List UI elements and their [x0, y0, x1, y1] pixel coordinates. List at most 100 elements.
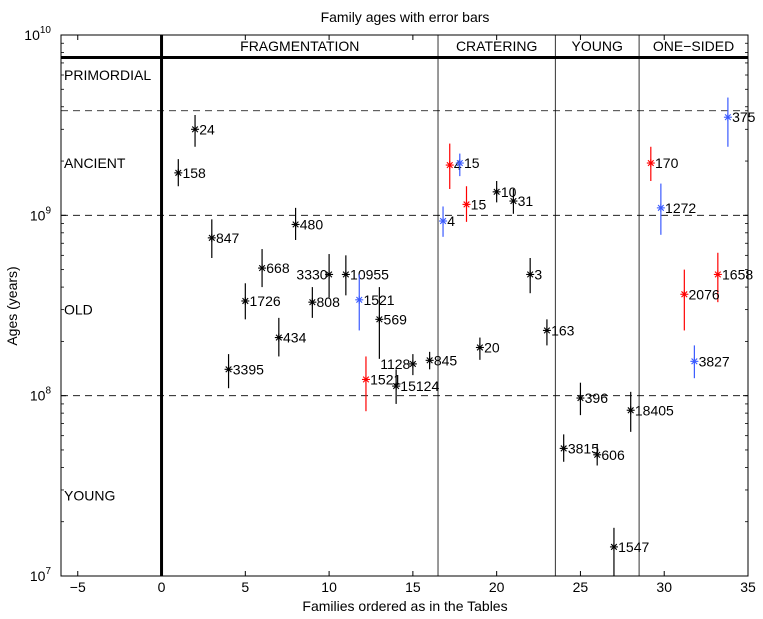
asterisk-marker — [656, 203, 665, 212]
data-point: 10955 — [341, 255, 389, 296]
data-label: 1128 — [380, 356, 410, 372]
data-label: 606 — [601, 447, 625, 463]
data-point: 10 — [492, 181, 517, 203]
data-label: 1658 — [722, 266, 753, 282]
data-point: 31 — [509, 188, 534, 214]
data-label: 15 — [471, 196, 487, 212]
x-tick-label: −5 — [70, 579, 86, 595]
data-point: 606 — [593, 443, 625, 466]
asterisk-marker — [713, 270, 722, 279]
age-class-label: OLD — [64, 302, 93, 318]
asterisk-marker — [361, 375, 370, 384]
asterisk-marker — [626, 406, 635, 415]
data-label: 24 — [199, 121, 215, 137]
asterisk-marker — [680, 290, 689, 299]
asterisk-marker — [408, 359, 417, 368]
data-point: 1658 — [713, 252, 753, 303]
asterisk-marker — [224, 365, 233, 374]
category-label: YOUNG — [572, 38, 623, 54]
y-axis-label: Ages (years) — [4, 266, 20, 345]
asterisk-marker — [191, 125, 200, 134]
y-tick-label: 107 — [30, 566, 52, 584]
data-point: 1547 — [609, 527, 649, 576]
data-label: 1272 — [665, 200, 696, 216]
asterisk-marker — [258, 264, 267, 273]
data-label: 31 — [518, 193, 534, 209]
age-class-labels: PRIMORDIAL ANCIENT OLD YOUNG — [64, 67, 151, 503]
data-point: 480 — [291, 207, 323, 240]
data-label: 10955 — [350, 266, 389, 282]
x-tick-label: 15 — [405, 579, 421, 595]
data-point: 1726 — [241, 283, 281, 320]
asterisk-marker — [455, 159, 464, 168]
data-point: 2076 — [680, 269, 720, 331]
x-tick-label: 35 — [740, 579, 756, 595]
x-tick-label: 20 — [489, 579, 505, 595]
data-point: 163 — [542, 319, 575, 346]
x-axis-label: Families ordered as in the Tables — [302, 598, 507, 614]
category-labels: FRAGMENTATION CRATERING YOUNG ONE−SIDED — [240, 38, 734, 54]
category-label: FRAGMENTATION — [240, 38, 359, 54]
plot-frame — [60, 34, 749, 577]
asterisk-marker — [445, 161, 454, 170]
data-point: 24 — [191, 115, 215, 147]
asterisk-marker — [646, 159, 655, 168]
data-label: 375 — [732, 109, 756, 125]
data-label: 163 — [551, 322, 575, 338]
asterisk-marker — [593, 450, 602, 459]
data-label: 569 — [384, 311, 408, 327]
data-label: 158 — [182, 165, 206, 181]
data-point: 1128 — [380, 354, 417, 376]
asterisk-marker — [492, 187, 501, 196]
reference-lines — [61, 56, 748, 397]
asterisk-marker — [291, 220, 300, 229]
asterisk-marker — [241, 296, 250, 305]
category-label: CRATERING — [456, 38, 537, 54]
asterisk-marker — [475, 343, 484, 352]
data-label: 10 — [501, 184, 517, 200]
data-label: 845 — [434, 352, 458, 368]
data-point: 3395 — [224, 354, 264, 389]
data-point: 15 — [455, 153, 480, 177]
data-point: 15124 — [392, 369, 439, 404]
data-point: 18405 — [626, 391, 674, 432]
data-point: 4 — [439, 206, 455, 237]
data-label: 4 — [447, 213, 455, 229]
asterisk-marker — [341, 270, 350, 279]
data-label: 18405 — [635, 402, 674, 418]
asterisk-marker — [462, 200, 471, 209]
asterisk-marker — [425, 356, 434, 365]
asterisk-marker — [609, 542, 618, 551]
data-point: 3827 — [690, 345, 730, 379]
data-point: 15 — [462, 186, 486, 222]
data-label: 847 — [216, 230, 240, 246]
x-axis-ticks: −5 0 5 10 15 20 25 30 35 — [70, 35, 756, 595]
data-point: 20 — [475, 337, 500, 360]
asterisk-marker — [274, 333, 283, 342]
data-label: 1726 — [250, 293, 281, 309]
data-label: 20 — [484, 339, 500, 355]
asterisk-marker — [375, 315, 384, 324]
data-point: 170 — [646, 146, 679, 182]
data-label: 2076 — [689, 286, 720, 302]
x-tick-label: 0 — [158, 579, 166, 595]
x-tick-label: 25 — [573, 579, 589, 595]
data-label: 3330 — [296, 266, 327, 282]
asterisk-marker — [559, 444, 568, 453]
data-point: 3330 — [296, 254, 334, 298]
data-label: 15 — [464, 155, 480, 171]
data-point: 396 — [576, 382, 608, 416]
data-label: 808 — [317, 294, 341, 310]
asterisk-marker — [576, 394, 585, 403]
y-tick-label: 108 — [30, 386, 52, 404]
data-point: 845 — [425, 351, 458, 370]
age-class-label: ANCIENT — [64, 155, 126, 171]
asterisk-marker — [439, 217, 448, 226]
age-class-label: PRIMORDIAL — [64, 67, 151, 83]
category-label: ONE−SIDED — [653, 38, 734, 54]
data-label: 3827 — [699, 353, 730, 369]
data-point: 569 — [375, 287, 407, 359]
data-point: 668 — [258, 249, 290, 288]
data-label: 3 — [534, 266, 542, 282]
